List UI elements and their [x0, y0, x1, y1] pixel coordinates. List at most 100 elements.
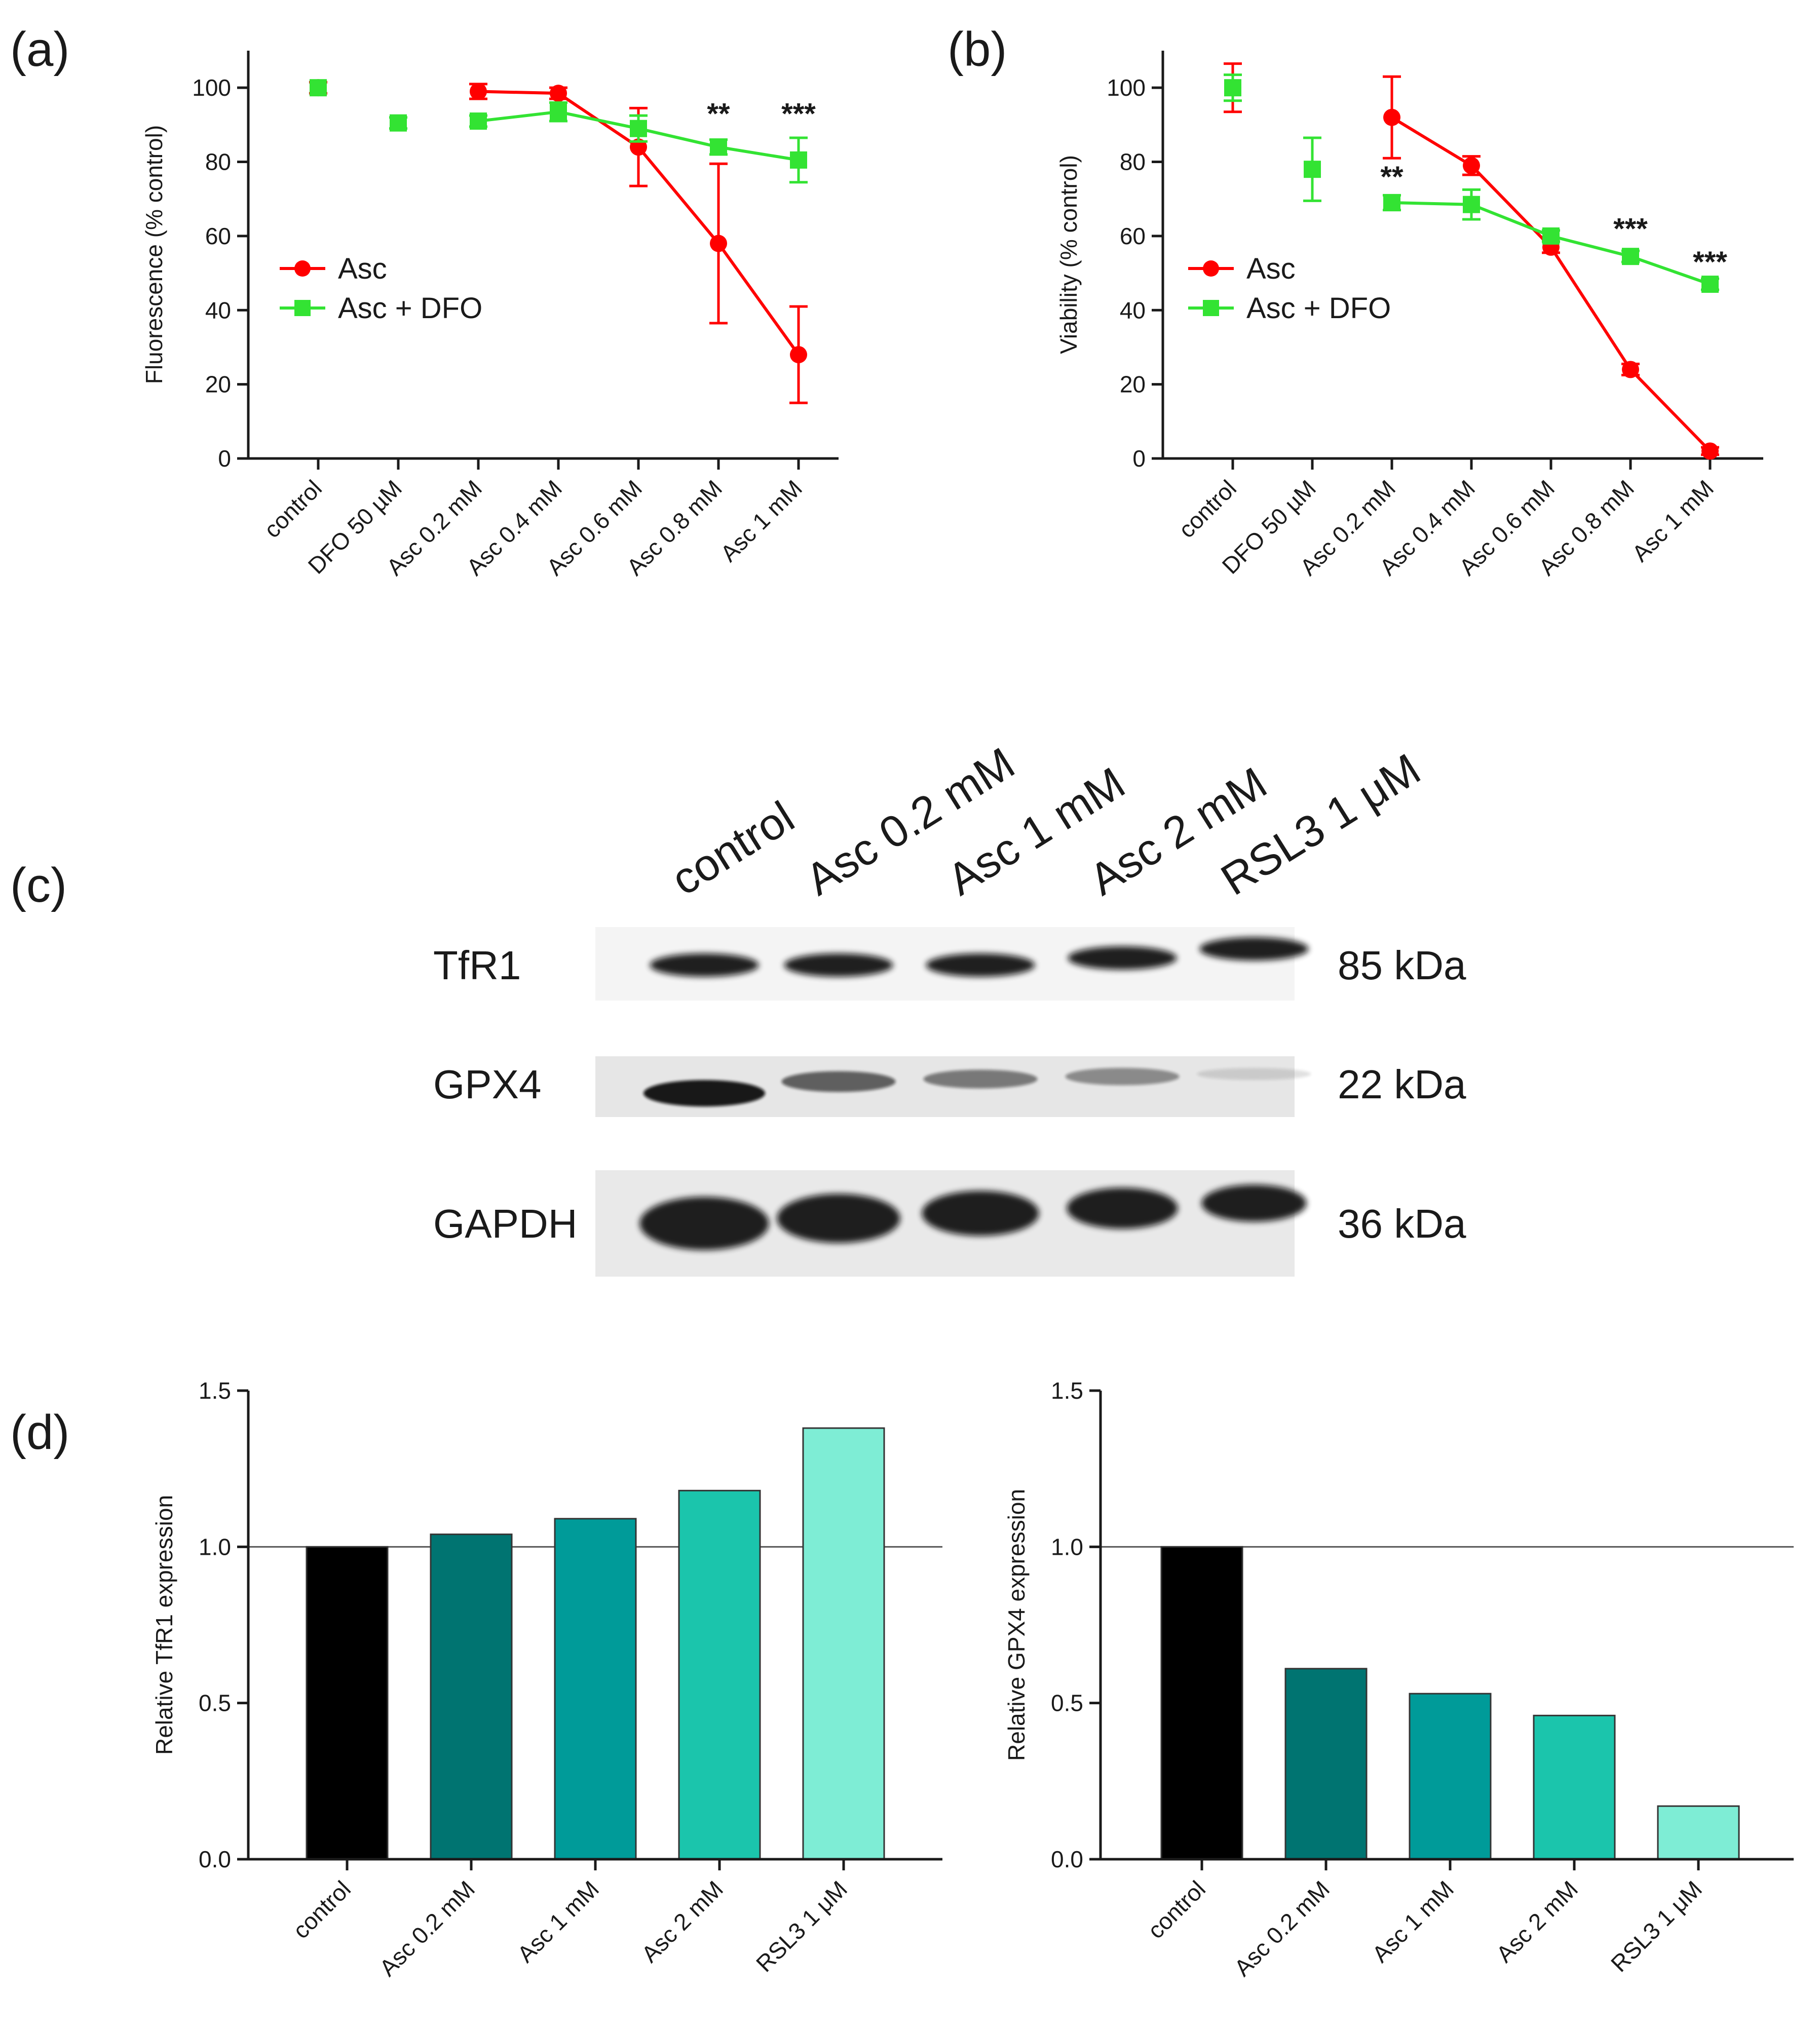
legend: Asc Asc + DFO [280, 252, 482, 325]
legend-label: Asc + DFO [1246, 292, 1391, 325]
y-axis-label: Viability (% control) [1055, 155, 1082, 354]
bar [554, 1518, 637, 1860]
legend-entry: Asc + DFO [1188, 292, 1391, 325]
legend: Asc Asc + DFO [1188, 252, 1391, 325]
blot-rows: TfR1 85 kDa GPX4 22 kDa GAPDH 36 kDa [433, 927, 1466, 1277]
y-axis-label: Fluorescence (% control) [141, 125, 167, 384]
x-tick-label: Asc 2 mM [636, 1875, 728, 1967]
data-point [550, 85, 567, 102]
blot-band [1199, 937, 1309, 961]
x-tick-label: control [1173, 475, 1241, 543]
x-tick-label: Asc 1 mM [1627, 475, 1719, 566]
chart-d-gpx4-expression: 0.0 0.5 1.0 1.5 control Asc 0.2 mM Asc 1 mM Asc… [1003, 1377, 1794, 1981]
series-line [1391, 116, 1712, 452]
data-point [1622, 248, 1639, 265]
legend-marker [1203, 260, 1219, 277]
bar [1284, 1668, 1368, 1860]
x-tick-label: RSL3 1 μM [751, 1875, 852, 1977]
x-tick-label: control [259, 475, 327, 543]
data-point [790, 346, 807, 364]
blot-molecular-weight: 85 kDa [1338, 943, 1466, 988]
series-asc [309, 79, 808, 404]
blot-band [650, 953, 759, 977]
y-tick-label: 60 [205, 223, 231, 249]
bar [1657, 1805, 1740, 1860]
series-asc-dfo [1224, 73, 1719, 293]
bar [430, 1533, 513, 1860]
y-axis-label: Relative TfR1 expression [151, 1495, 177, 1755]
bar [678, 1489, 761, 1860]
blot-lane-label: control [663, 791, 803, 905]
legend-marker [294, 260, 311, 277]
significance-marker: ** [1380, 161, 1404, 194]
significance-marker: *** [1613, 212, 1648, 245]
y-tick-label: 40 [205, 297, 231, 323]
y-tick-label: 0.5 [199, 1690, 231, 1716]
blot-row-gapdh: GAPDH 36 kDa [433, 1170, 1466, 1277]
legend-label: Asc + DFO [338, 292, 482, 325]
data-point [550, 103, 567, 121]
y-tick-label: 20 [1120, 371, 1146, 398]
y-tick-label: 20 [205, 371, 231, 398]
panel-c-label: (c) [10, 858, 67, 912]
x-tick-label: Asc 1 mM [715, 475, 807, 566]
blot-protein-label: TfR1 [433, 943, 521, 988]
panel-a-label: (a) [10, 22, 69, 76]
legend-marker [294, 300, 311, 316]
data-point [310, 79, 327, 97]
significance-marker: *** [781, 97, 816, 130]
y-tick-label: 0.0 [1051, 1846, 1083, 1872]
panel-b-label: (b) [947, 22, 1007, 76]
y-tick-label: 1.5 [199, 1377, 231, 1404]
data-point [470, 83, 487, 100]
blot-band [639, 1197, 769, 1250]
bar [802, 1427, 885, 1860]
legend-marker [1203, 300, 1219, 316]
data-point [1383, 108, 1400, 126]
significance-marker: ** [707, 97, 730, 130]
legend-label: Asc [338, 252, 387, 285]
x-tick-label: Asc 0.2 mM [1229, 1875, 1335, 1981]
blot-band [777, 1194, 900, 1243]
y-tick-label: 1.0 [1051, 1533, 1083, 1560]
x-tick-label: control [288, 1875, 356, 1943]
x-tick-label: RSL3 1 μM [1606, 1875, 1707, 1977]
data-point [630, 120, 647, 137]
data-point [470, 112, 487, 130]
y-tick-label: 80 [205, 149, 231, 175]
blot-band [1065, 1067, 1180, 1086]
y-tick-label: 100 [1107, 74, 1146, 101]
legend-label: Asc [1246, 252, 1296, 285]
blot-band [922, 1191, 1039, 1236]
data-point [1701, 276, 1719, 293]
y-tick-label: 0.5 [1051, 1690, 1083, 1716]
data-point [1224, 79, 1241, 97]
blot-band [643, 1080, 765, 1107]
data-point [1542, 227, 1560, 245]
blot-band [1067, 1187, 1178, 1229]
y-tick-label: 60 [1120, 223, 1146, 249]
significance-marker: *** [1693, 246, 1727, 279]
data-point [710, 235, 727, 252]
y-tick-label: 1.5 [1051, 1377, 1083, 1404]
blot-band [1201, 1184, 1307, 1222]
y-tick-label: 1.0 [199, 1533, 231, 1560]
data-point [790, 151, 807, 169]
x-tick-label: Asc 1 mM [512, 1875, 604, 1967]
y-axis-label: Relative GPX4 expression [1003, 1489, 1030, 1761]
data-point [1383, 194, 1400, 212]
blot-row-gpx4: GPX4 22 kDa [433, 1056, 1466, 1117]
blot-band [784, 953, 893, 977]
bar [306, 1546, 389, 1860]
y-tick-label: 40 [1120, 297, 1146, 323]
legend-entry: Asc + DFO [280, 292, 482, 325]
blot-molecular-weight: 36 kDa [1338, 1201, 1466, 1246]
data-point [1701, 442, 1719, 460]
blot-band [923, 1069, 1038, 1089]
blot-protein-label: GAPDH [433, 1201, 578, 1246]
